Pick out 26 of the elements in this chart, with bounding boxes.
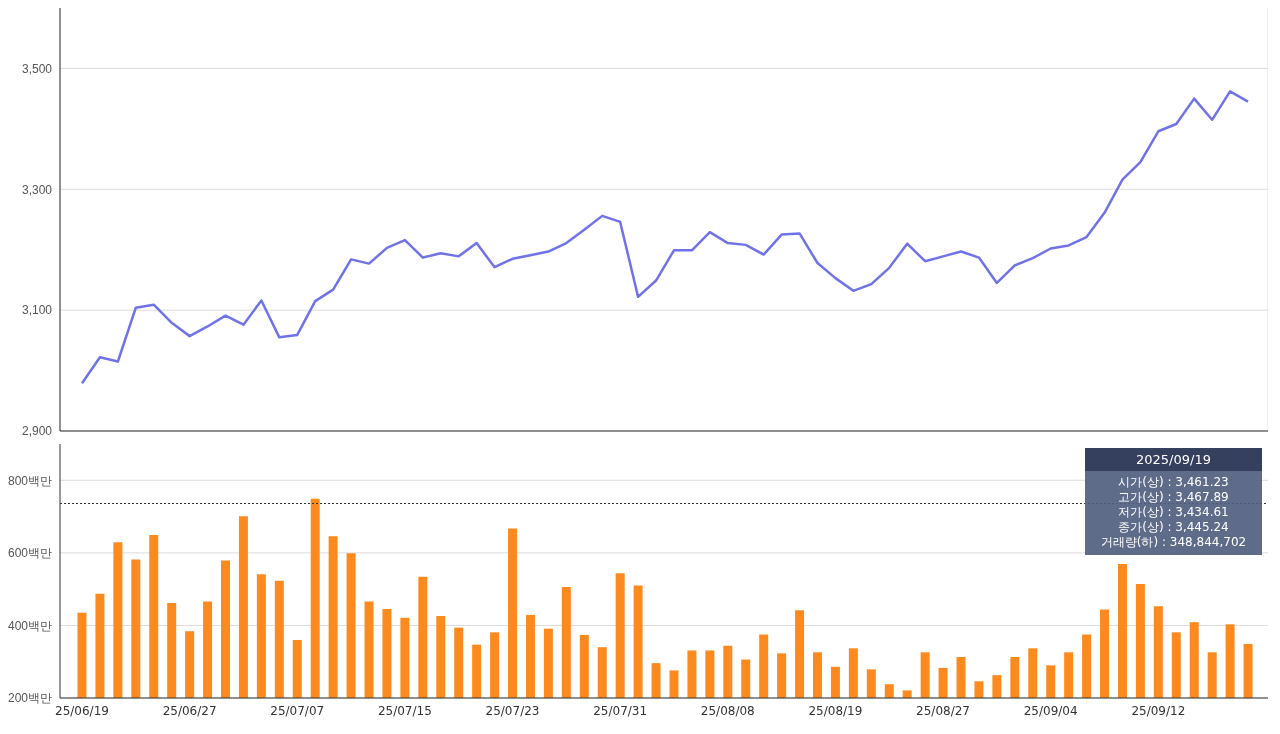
line-series xyxy=(80,90,1250,385)
annotation: 고가(상) : 3,467.89 xyxy=(1117,490,1230,505)
y-tick-label: 800백만 xyxy=(7,473,52,488)
y-tick-label: 200백만 xyxy=(7,691,52,706)
annotation: 2025/09/19 xyxy=(1085,448,1262,471)
x-tick-label: 25/08/19 xyxy=(808,703,863,718)
x-tick-label: 25/06/19 xyxy=(55,703,109,718)
annotation: 저가(상) : 3,434.61 xyxy=(1117,505,1230,520)
x-tick-label: 25/09/04 xyxy=(1023,703,1078,718)
x-tick-label: 25/07/31 xyxy=(593,703,648,718)
x-tick-label: 25/06/27 xyxy=(162,703,217,718)
x-tick-label: 25/08/08 xyxy=(700,703,755,718)
y-tick-label: 2,900 xyxy=(21,424,53,439)
x-tick-label: 25/08/27 xyxy=(916,703,971,718)
y-tick-label: 3,100 xyxy=(21,303,53,318)
y-tick-label: 600백만 xyxy=(7,546,52,561)
x-tick-label: 25/07/07 xyxy=(270,703,325,718)
x-tick-label: 25/09/12 xyxy=(1131,703,1186,718)
y-tick-label: 3,500 xyxy=(21,61,53,76)
y-tick-label: 400백만 xyxy=(7,618,52,633)
x-tick-label: 25/07/15 xyxy=(377,703,432,718)
annotation: 시가(상) : 3,461.23 xyxy=(1117,475,1230,490)
annotation: 종가(상) : 3,445.24 xyxy=(1117,520,1230,535)
y-tick-label: 3,300 xyxy=(21,182,53,197)
x-tick-label: 25/07/23 xyxy=(485,703,540,718)
annotation: 거래량(하) : 348,844,702 xyxy=(1099,535,1248,550)
